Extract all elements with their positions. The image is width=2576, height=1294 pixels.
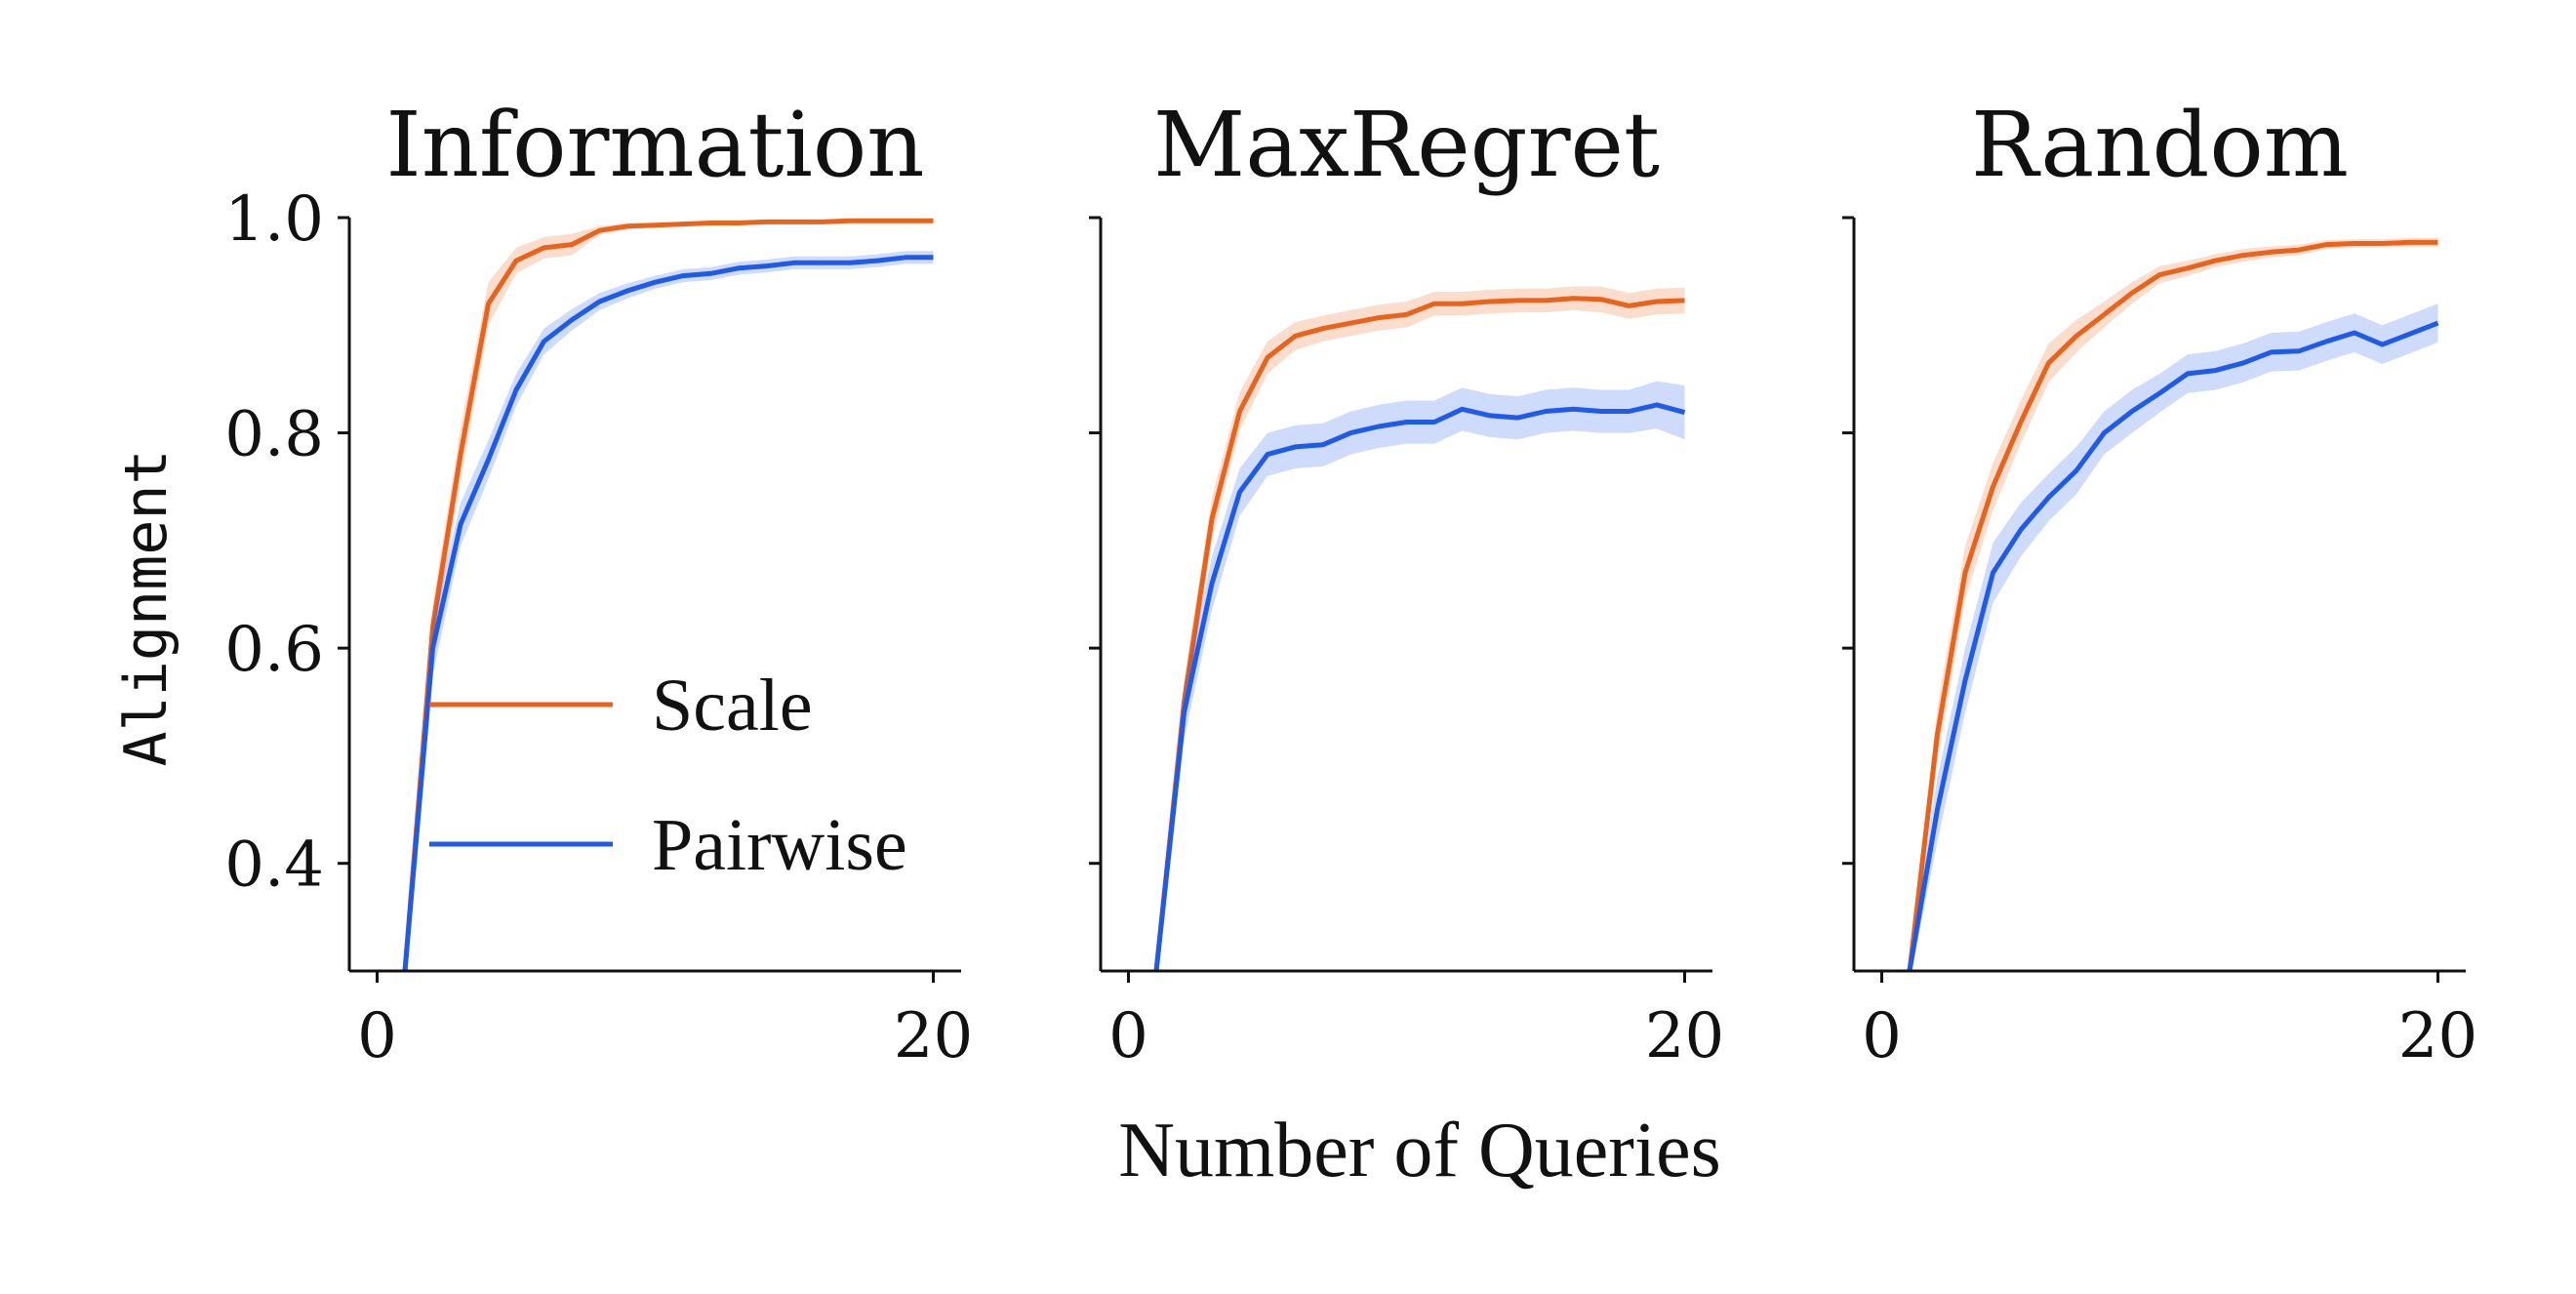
panel-maxregret: MaxRegret 0 20	[1089, 93, 1724, 1072]
panel-information-plot-area	[402, 218, 934, 971]
panel-maxregret-plot-area	[1153, 286, 1686, 971]
series-line-pairwise	[1907, 320, 2439, 971]
panel-random-plot-area	[1907, 238, 2439, 971]
panel-title: Information	[385, 93, 924, 197]
x-tick-label: 20	[894, 1000, 973, 1072]
series-line-scale	[402, 218, 934, 971]
y-tick-label: 0.6	[224, 614, 324, 686]
y-axis-label: Alignment	[112, 449, 181, 766]
x-tick-label: 20	[2398, 1000, 2477, 1072]
series-line-scale	[1907, 239, 2438, 971]
panel-title: MaxRegret	[1153, 93, 1660, 197]
x-tick-label: 0	[357, 1000, 397, 1072]
y-tick-label: 1.0	[224, 183, 324, 256]
panel-information: Information 0.4 0.6 0.8 1.0 0 20	[224, 93, 973, 1072]
series-band-pairwise	[1910, 303, 2438, 971]
series-line-scale	[1153, 296, 1685, 971]
y-tick-label: 0.8	[224, 399, 324, 471]
panel-random: Random 0 20	[1842, 93, 2477, 1072]
x-axis-label: Number of Queries	[1118, 1108, 1721, 1193]
legend-label-pairwise: Pairwise	[652, 804, 907, 886]
legend: Scale Pairwise	[429, 665, 907, 886]
x-tick-label: 20	[1645, 1000, 1724, 1072]
x-tick-label: 0	[1108, 1000, 1148, 1072]
legend-label-scale: Scale	[652, 665, 813, 747]
series-band-pairwise	[1156, 381, 1685, 971]
x-tick-label: 0	[1862, 1000, 1902, 1072]
series-line-pairwise	[402, 255, 934, 971]
panel-title: Random	[1971, 93, 2349, 197]
series-line-pairwise	[1153, 402, 1686, 971]
y-tick-label: 0.4	[224, 829, 324, 902]
